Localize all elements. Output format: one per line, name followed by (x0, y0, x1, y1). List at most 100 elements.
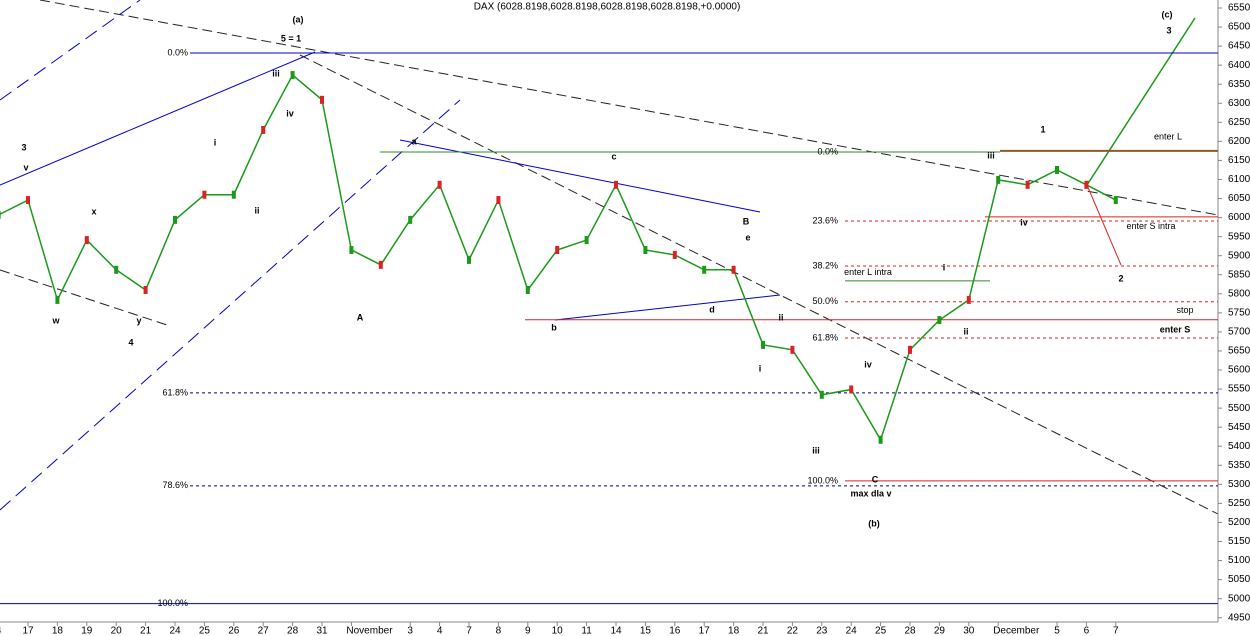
x-tick-label: 19 (81, 626, 93, 636)
level-label: 50.0% (812, 296, 838, 306)
y-tick-label: 5200 (1228, 517, 1250, 528)
annotation: A (357, 312, 364, 322)
price-point (761, 340, 765, 349)
x-tick-label: 18 (728, 626, 740, 636)
price-point (731, 265, 736, 274)
price-point (55, 295, 60, 304)
x-tick-label: 18 (52, 626, 64, 636)
level-label: 61.8% (812, 332, 838, 342)
price-point (702, 265, 707, 274)
annotation: ii (778, 312, 783, 322)
level-label: 0.0% (817, 146, 838, 156)
x-tick-label: December (993, 626, 1040, 636)
y-tick-label: 5700 (1228, 327, 1250, 338)
x-tick-label: 22 (787, 626, 799, 636)
price-point (408, 215, 413, 224)
x-tick-label: 30 (963, 626, 975, 636)
price-point (1113, 196, 1118, 205)
y-tick-label: 6000 (1228, 212, 1250, 223)
price-point (672, 250, 677, 259)
annotation: C (872, 474, 879, 484)
x-tick-label: 17 (22, 626, 34, 636)
y-tick-label: 5950 (1228, 231, 1250, 242)
chart-title: DAX (6028.8198,6028.8198,6028.8198,6028.… (474, 2, 741, 13)
price-point (496, 196, 501, 205)
level-label: 23.6% (812, 215, 838, 225)
price-point (1084, 180, 1089, 189)
projection (1086, 17, 1196, 186)
annotation: 3 (1166, 25, 1171, 35)
x-tick-label: 8 (496, 626, 502, 636)
annotation: 5 = 1 (281, 33, 301, 43)
price-point (584, 236, 589, 245)
x-tick-label: 23 (816, 626, 828, 636)
annotation: iii (987, 150, 995, 160)
y-tick-label: 6400 (1228, 60, 1250, 71)
x-tick-label: 10 (552, 626, 564, 636)
trend-line (399, 139, 761, 213)
x-tick-label: 25 (199, 626, 211, 636)
x-tick-label: 20 (111, 626, 123, 636)
x-tick-label: 9 (525, 626, 531, 636)
x-tick-label: 11 (581, 626, 592, 636)
annotation: (c) (1162, 9, 1173, 19)
level-label: enter S intra (1126, 221, 1175, 231)
annotation: (b) (868, 518, 880, 528)
x-tick-label: 3 (407, 626, 413, 636)
annotation: i (759, 363, 762, 373)
price-point (878, 435, 883, 444)
level-label: 0.0% (167, 47, 188, 57)
annotation: x (91, 206, 96, 216)
y-tick-label: 6200 (1228, 136, 1250, 147)
price-point (849, 385, 854, 394)
annotation: iii (812, 445, 820, 455)
price-point (555, 245, 560, 254)
y-tick-label: 5450 (1228, 422, 1250, 433)
x-tick-label: 14 (610, 626, 622, 636)
price-point (966, 295, 971, 304)
price-point (937, 316, 942, 325)
projection (1086, 184, 1122, 266)
y-tick-label: 5050 (1228, 574, 1250, 585)
annotation: (a) (293, 14, 304, 24)
y-tick-label: 6450 (1228, 41, 1250, 52)
y-tick-label: 6150 (1228, 155, 1250, 166)
x-tick-label: 29 (934, 626, 946, 636)
level-label: 61.8% (162, 387, 188, 397)
x-tick-label: 24 (846, 626, 858, 636)
y-tick-label: 6350 (1228, 79, 1250, 90)
price-point (0, 210, 1, 219)
y-tick-label: 5500 (1228, 403, 1250, 414)
x-tick-label: 26 (228, 626, 240, 636)
level-label: 38.2% (812, 260, 838, 270)
annotation: d (709, 304, 715, 314)
y-tick-label: 5250 (1228, 498, 1250, 509)
price-point (290, 71, 295, 80)
annotation: i (214, 137, 217, 147)
trend-line (39, 0, 1218, 216)
y-tick-label: 5550 (1228, 384, 1250, 395)
y-tick-label: 5100 (1228, 555, 1250, 566)
annotation: v (23, 162, 28, 172)
x-tick-label: 28 (287, 626, 299, 636)
level-label: 78.6% (162, 480, 188, 490)
x-tick-label: 21 (140, 626, 152, 636)
x-tick-label: 21 (757, 626, 769, 636)
y-tick-label: 6550 (1228, 3, 1250, 14)
price-point (173, 215, 177, 224)
price-point (996, 175, 1001, 184)
annotation: e (745, 232, 750, 242)
level-label: 100.0% (807, 475, 838, 485)
x-tick-label: 4 (0, 626, 2, 636)
annotation: 3 (21, 142, 26, 152)
price-point (261, 125, 266, 134)
price-line (0, 73, 1117, 442)
y-tick-label: 6050 (1228, 193, 1250, 204)
price-point (143, 285, 148, 294)
y-tick-label: 5900 (1228, 250, 1250, 261)
price-point (614, 180, 618, 189)
x-tick-label: 7 (466, 626, 472, 636)
trend-line (0, 269, 171, 327)
y-tick-label: 6500 (1228, 22, 1250, 33)
